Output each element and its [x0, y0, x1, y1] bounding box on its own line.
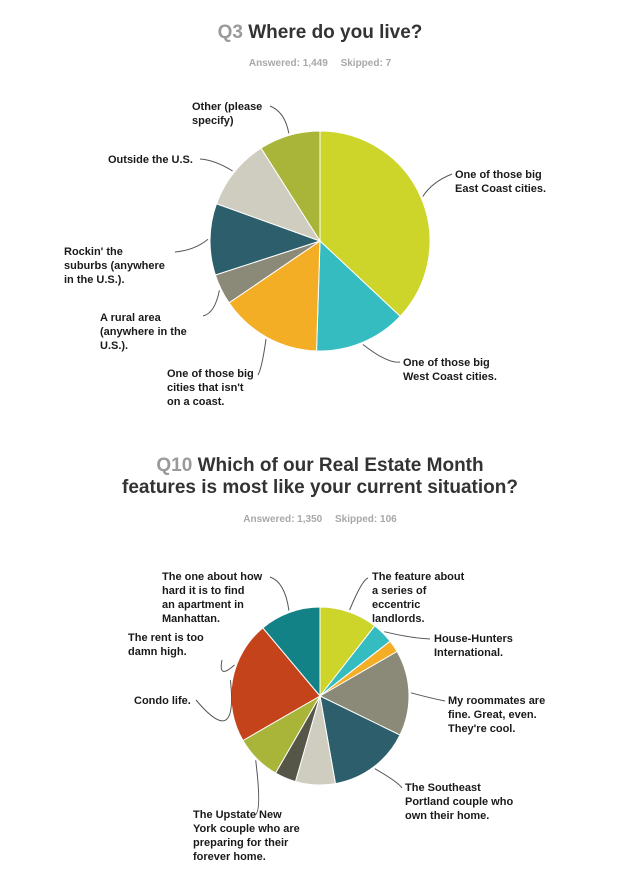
- q10-label-the-upstate-new-york-couple-who-are-prep-line: forever home.: [193, 851, 266, 863]
- q10-meta: Answered: 1,350 Skipped: 106: [0, 514, 640, 525]
- q10-label-my-roommates-are-fine-great-even-they-re-line: They're cool.: [448, 723, 515, 735]
- q10-label-the-one-about-how-hard-it-is-to-find-an--line: an apartment in: [162, 599, 244, 611]
- q3-label-one-of-those-big-west-coast-cities-line: One of those big: [403, 357, 490, 369]
- q10-label-house-hunters-international: House-Hunters International.: [434, 633, 513, 659]
- q3-label-outside-the-u-s-leader: [199, 158, 233, 172]
- q10-label-house-hunters-international-line: House-Hunters: [434, 633, 513, 645]
- q10-label-my-roommates-are-fine-great-even-they-re: My roommates are fine. Great, even. They'r…: [448, 695, 545, 735]
- q3-label-one-of-those-big-cities-that-isn-t-on-a--line: One of those big: [167, 368, 254, 380]
- q10-label-condo-life: Condo life.: [134, 695, 191, 707]
- q10-label-the-feature-about-a-series-of-eccentric--leader: [349, 577, 369, 611]
- q10-label-the-one-about-how-hard-it-is-to-find-an--line: The one about how: [162, 571, 263, 583]
- q10-label-the-upstate-new-york-couple-who-are-prep: The Upstate New York couple who are prepar…: [193, 809, 300, 863]
- q3-label-rockin-the-suburbs-anywhere-in-the-u-s: Rockin' the suburbs (anywhere in the U.S.)…: [64, 246, 165, 286]
- q10-answered: Answered: 1,350: [243, 514, 323, 525]
- q3-question-text: Where do you live?: [248, 22, 423, 43]
- q3-label-one-of-those-big-east-coast-cities-line: One of those big: [455, 169, 542, 181]
- q3-label-outside-the-u-s: Outside the U.S.: [108, 154, 193, 166]
- q10-label-condo-life-leader: [195, 680, 233, 722]
- q10-label-the-upstate-new-york-couple-who-are-prep-line: The Upstate New: [193, 809, 282, 821]
- q10-label-house-hunters-international-leader: [384, 631, 431, 640]
- q3-slice-4: [209, 203, 322, 276]
- q10-label-the-rent-is-too-damn-high-line: The rent is too: [128, 632, 204, 644]
- q10-label-the-one-about-how-hard-it-is-to-find-an-: The one about how hard it is to find an ap…: [162, 571, 263, 625]
- q10-label-the-southeast-portland-couple-who-own-th-line: The Southeast: [405, 782, 481, 794]
- q10-label-my-roommates-are-fine-great-even-they-re-line: fine. Great, even.: [448, 709, 537, 721]
- q10-slice-4: [319, 695, 401, 785]
- q10-label-house-hunters-international-line: International.: [434, 647, 503, 659]
- q3-label-outside-the-u-s-line: Outside the U.S.: [108, 154, 193, 166]
- q3-label-one-of-those-big-east-coast-cities-leader: [422, 173, 453, 197]
- q3-slice-1: [316, 239, 401, 352]
- q10-label-the-feature-about-a-series-of-eccentric--line: eccentric: [372, 599, 420, 611]
- q3-label-one-of-those-big-east-coast-cities-line: East Coast cities.: [455, 183, 546, 195]
- q3-skipped: Skipped: 7: [340, 58, 392, 69]
- q3-label-other-please-specify-leader: [269, 105, 290, 134]
- q10-question-text-line2: features is most like your current situa…: [122, 477, 518, 498]
- q10-label-the-rent-is-too-damn-high: The rent is too damn high.: [128, 632, 204, 658]
- q3-label-one-of-those-big-cities-that-isn-t-on-a--line: cities that isn't: [167, 382, 244, 394]
- q10-label-my-roommates-are-fine-great-even-they-re-leader: [410, 692, 446, 702]
- q3-label-a-rural-area-anywhere-in-the-u-s-line: A rural area: [100, 312, 162, 324]
- q10-label-my-roommates-are-fine-great-even-they-re-line: My roommates are: [448, 695, 545, 707]
- q3-label-rockin-the-suburbs-anywhere-in-the-u-s-leader: [174, 238, 209, 253]
- q10-label-the-one-about-how-hard-it-is-to-find-an--line: hard it is to find: [162, 585, 245, 597]
- q10-label-the-southeast-portland-couple-who-own-th-line: Portland couple who: [405, 796, 513, 808]
- q3-slice-2: [228, 240, 321, 352]
- q10-label-the-feature-about-a-series-of-eccentric-: The feature about a series of eccentric lan…: [372, 571, 465, 625]
- q3-label-a-rural-area-anywhere-in-the-u-s-leader: [202, 290, 220, 317]
- q10-skipped: Skipped: 106: [335, 514, 397, 525]
- q10-label-condo-life-line: Condo life.: [134, 695, 191, 707]
- q10-label-the-one-about-how-hard-it-is-to-find-an--line: Manhattan.: [162, 613, 220, 625]
- q10-slice-3: [318, 650, 410, 736]
- q10-label-the-upstate-new-york-couple-who-are-prep-line: York couple who are: [193, 823, 300, 835]
- q3-label-a-rural-area-anywhere-in-the-u-s-line: (anywhere in the: [100, 326, 187, 338]
- q3-title: Q3 Where do you live?: [0, 22, 640, 44]
- q10-label-the-southeast-portland-couple-who-own-th: The Southeast Portland couple who own thei…: [405, 782, 513, 822]
- q3-label-other-please-specify: Other (please specify): [192, 101, 262, 127]
- q3-label-a-rural-area-anywhere-in-the-u-s-line: U.S.).: [100, 340, 128, 352]
- q3-answered: Answered: 1,449: [248, 58, 328, 69]
- q3-label-other-please-specify-line: specify): [192, 115, 234, 127]
- q10-label-the-upstate-new-york-couple-who-are-prep-leader: [254, 760, 260, 816]
- q10-label-the-southeast-portland-couple-who-own-th-leader: [374, 768, 403, 789]
- q3-label-rockin-the-suburbs-anywhere-in-the-u-s-line: Rockin' the: [64, 246, 123, 258]
- q10-label-the-rent-is-too-damn-high-leader: [220, 659, 235, 672]
- q3-label-one-of-those-big-cities-that-isn-t-on-a--line: on a coast.: [167, 396, 224, 408]
- q10-label-the-feature-about-a-series-of-eccentric--line: landlords.: [372, 613, 425, 625]
- q10-label-the-upstate-new-york-couple-who-are-prep-line: preparing for their: [193, 837, 289, 849]
- q10-label-the-one-about-how-hard-it-is-to-find-an--leader: [269, 576, 290, 611]
- q3-label-one-of-those-big-cities-that-isn-t-on-a-: One of those big cities that isn't on a co…: [167, 368, 254, 408]
- q3-slice-6: [260, 130, 321, 243]
- q10-label-the-feature-about-a-series-of-eccentric--line: a series of: [372, 585, 427, 597]
- q3-label-rockin-the-suburbs-anywhere-in-the-u-s-line: suburbs (anywhere: [64, 260, 165, 272]
- q3-label-one-of-those-big-west-coast-cities: One of those big West Coast cities.: [403, 357, 497, 383]
- q3-slice-5: [215, 147, 322, 242]
- q3-label-one-of-those-big-west-coast-cities-line: West Coast cities.: [403, 371, 497, 383]
- q10-title: Q10 Which of our Real Estate Month featu…: [0, 455, 640, 499]
- q10-number: Q10: [156, 455, 193, 476]
- q10-question-text-line1: Which of our Real Estate Month: [197, 455, 484, 476]
- q10-slice-8: [230, 627, 321, 742]
- q3-label-one-of-those-big-east-coast-cities: One of those big East Coast cities.: [455, 169, 546, 195]
- q10-label-the-feature-about-a-series-of-eccentric--line: The feature about: [372, 571, 465, 583]
- q3-label-a-rural-area-anywhere-in-the-u-s: A rural area (anywhere in the U.S.).: [100, 312, 187, 352]
- q3-label-other-please-specify-line: Other (please: [192, 101, 262, 113]
- q3-label-one-of-those-big-west-coast-cities-leader: [362, 344, 401, 363]
- q3-label-one-of-those-big-cities-that-isn-t-on-a--leader: [257, 339, 267, 376]
- q3-meta: Answered: 1,449 Skipped: 7: [0, 58, 640, 69]
- q3-number: Q3: [217, 22, 243, 43]
- q3-slice-0: [319, 130, 431, 318]
- q10-label-the-southeast-portland-couple-who-own-th-line: own their home.: [405, 810, 489, 822]
- q3-label-rockin-the-suburbs-anywhere-in-the-u-s-line: in the U.S.).: [64, 274, 125, 286]
- q10-slice-10: [262, 606, 321, 698]
- q10-label-the-rent-is-too-damn-high-line: damn high.: [128, 646, 187, 658]
